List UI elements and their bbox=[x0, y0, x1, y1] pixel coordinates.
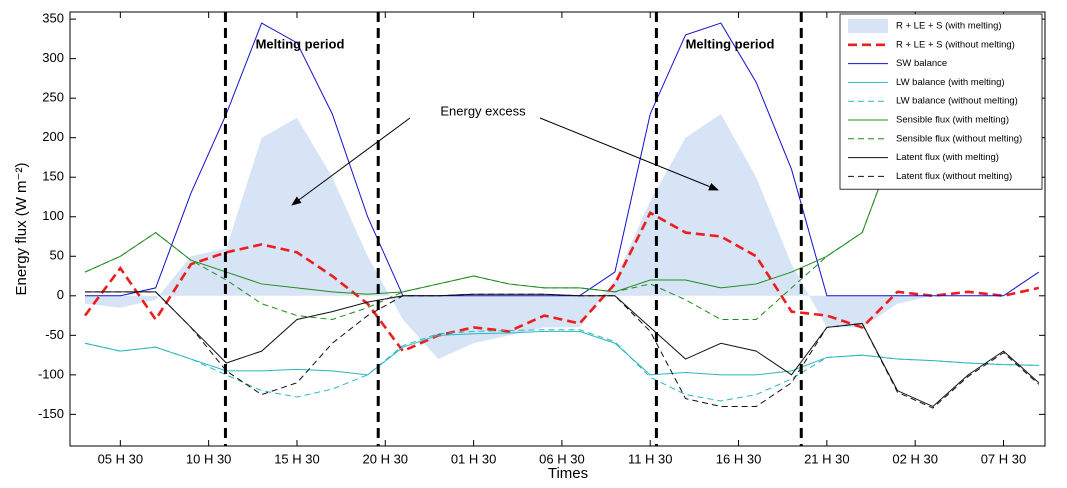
y-tick-label: 350 bbox=[42, 11, 64, 26]
legend-label: R + LE + S (without melting) bbox=[896, 39, 1015, 50]
y-tick-label: -100 bbox=[38, 366, 64, 381]
x-tick-label: 02 H 30 bbox=[892, 451, 938, 466]
x-tick-label: 06 H 30 bbox=[539, 451, 585, 466]
y-tick-label: 50 bbox=[50, 248, 64, 263]
y-tick-label: 100 bbox=[42, 208, 64, 223]
area bbox=[85, 113, 1039, 360]
annotation: Energy excess bbox=[440, 103, 526, 118]
x-tick-label: 16 H 30 bbox=[716, 451, 762, 466]
x-tick-label: 01 H 30 bbox=[451, 451, 497, 466]
x-tick-label: 10 H 30 bbox=[186, 451, 232, 466]
annotation: Melting period bbox=[256, 36, 345, 51]
legend-label: Sensible flux (with melting) bbox=[896, 115, 1009, 126]
legend: R + LE + S (with melting) R + LE + S (wit… bbox=[839, 13, 1043, 190]
y-axis-label: Energy flux (W m⁻²) bbox=[13, 163, 30, 296]
x-tick-label: 21 H 30 bbox=[804, 451, 850, 466]
y-tick-label: 200 bbox=[42, 129, 64, 144]
x-tick-label: 07 H 30 bbox=[981, 451, 1027, 466]
legend-label: LW balance (without melting) bbox=[896, 96, 1018, 107]
axes-frame bbox=[69, 11, 1046, 447]
legend-label: Latent flux (without melting) bbox=[896, 171, 1012, 182]
annotation: Melting period bbox=[686, 36, 775, 51]
x-tick-label: 11 H 30 bbox=[628, 451, 673, 466]
x-tick-label: 15 H 30 bbox=[274, 451, 320, 466]
line bbox=[85, 291, 1040, 409]
y-tick-label: 300 bbox=[42, 50, 64, 65]
arrow bbox=[291, 117, 411, 206]
line bbox=[83, 210, 1040, 353]
axes: -150 -100 -50 0 50 100 150 200 250 300 350 05 H 30 1… bbox=[38, 11, 1045, 466]
y-tick-label: 250 bbox=[42, 90, 64, 105]
annotations: Melting period Melting period Energy exces… bbox=[223, 12, 803, 446]
arrow bbox=[539, 117, 719, 191]
legend-label: Latent flux (with melting) bbox=[896, 152, 999, 163]
y-tick-label: 150 bbox=[42, 169, 64, 184]
x-tick-label: 05 H 30 bbox=[98, 451, 144, 466]
legend-label: LW balance (with melting) bbox=[896, 77, 1005, 88]
x-axis-label: Times bbox=[548, 465, 588, 482]
legend-swatch bbox=[848, 19, 888, 33]
x-tick-label: 20 H 30 bbox=[363, 451, 409, 466]
legend-label: SW balance bbox=[896, 58, 947, 69]
y-tick-label: 0 bbox=[57, 287, 64, 302]
legend-label: Sensible flux (without melting) bbox=[896, 133, 1022, 144]
line bbox=[85, 22, 1040, 297]
y-tick-label: -150 bbox=[38, 406, 64, 421]
legend-label: R + LE + S (with melting) bbox=[896, 21, 1002, 32]
plot bbox=[83, 22, 1040, 409]
y-tick-label: -50 bbox=[45, 327, 64, 342]
